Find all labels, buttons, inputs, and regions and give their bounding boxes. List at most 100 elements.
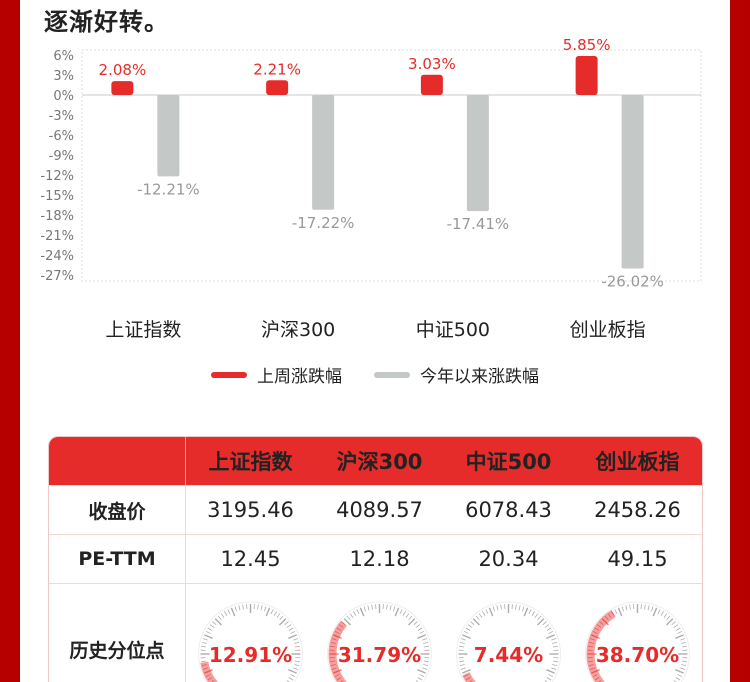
gauge-tick — [536, 618, 545, 626]
content-card: 逐渐好转。 6% 3% 0% -3% -6% -9% -12% -15% -18% -21% -24… — [20, 0, 730, 682]
gauge-tick — [522, 606, 525, 612]
gauge-tick — [463, 674, 469, 678]
gauge-tick — [552, 664, 558, 667]
percentile-gauge: 31.79%0%100% — [327, 601, 432, 682]
y-tick-label: -27% — [40, 269, 74, 284]
gauge-tick — [588, 664, 594, 667]
gauge-tick — [330, 641, 336, 644]
percentile-gauge: 7.44%0%100% — [456, 601, 561, 682]
gauge-tick — [242, 604, 244, 610]
y-tick-label: 0% — [53, 89, 74, 104]
gauge-tick — [588, 660, 594, 663]
gauge-tick — [652, 607, 658, 617]
gauge-value-label: 12.91% — [209, 643, 292, 667]
gauge-tick — [363, 606, 366, 612]
gauge-tick — [288, 627, 294, 631]
gauge-tick — [546, 634, 555, 639]
gauge-tick — [257, 604, 259, 610]
gauge-tick — [408, 615, 413, 621]
gauge-tick — [386, 604, 388, 610]
gauge-tick — [334, 674, 340, 678]
gauge-tick — [423, 660, 429, 663]
table-cell: 3195.46 — [207, 498, 294, 522]
gauge-tick — [518, 605, 521, 611]
gauge-tick — [680, 638, 686, 641]
gauge-tick — [423, 641, 429, 644]
table-cell: 49.15 — [607, 547, 668, 571]
gauge-tick — [330, 660, 336, 663]
bar-weekly — [420, 74, 443, 95]
gauge-tick — [207, 627, 213, 631]
chart-legend: 上周涨跌幅 今年以来涨跌幅 — [20, 362, 730, 387]
gauge-tick — [333, 669, 342, 674]
gauge-tick — [681, 660, 687, 663]
gauge-tick — [546, 627, 552, 631]
table-cell: 20.34 — [478, 547, 539, 571]
gauge-tick — [405, 613, 410, 618]
gauge-tick — [542, 621, 547, 626]
gauge-tick — [552, 660, 558, 663]
gauge-tick — [353, 611, 357, 616]
gauge-tick — [621, 606, 624, 612]
gauge-tick — [201, 660, 207, 663]
gauge-tick — [546, 677, 552, 681]
y-tick-label: -12% — [40, 169, 74, 184]
gauge-tick — [224, 611, 228, 616]
gauge-cell: 7.44%0%100% — [444, 584, 573, 682]
gauge-tick — [588, 645, 594, 648]
gauge-tick — [394, 607, 400, 617]
gauge-tick — [407, 618, 416, 626]
x-tick-label: 沪深300 — [261, 319, 335, 341]
gauge-tick — [531, 611, 535, 616]
gauge-tick — [660, 611, 664, 616]
gauge-tick — [459, 645, 465, 648]
table-header-cell: 沪深300 — [336, 450, 423, 474]
gauge-tick — [629, 604, 631, 610]
gauge-tick — [201, 664, 207, 667]
legend-label-ytd: 今年以来涨跌幅 — [420, 367, 539, 387]
gauge-tick — [238, 605, 241, 611]
gauge-tick — [234, 606, 237, 612]
gauge-face — [327, 601, 432, 682]
y-tick-label: 6% — [53, 49, 74, 64]
gauge-tick — [389, 605, 392, 611]
data-label-ytd: -26.02% — [601, 272, 664, 290]
gauge-tick — [393, 606, 396, 612]
gauge-tick — [548, 630, 554, 634]
gauge-tick — [601, 618, 610, 626]
y-tick-label: -21% — [40, 229, 74, 244]
gauge-tick — [485, 609, 489, 615]
gauge-tick — [604, 615, 609, 621]
gauge-tick — [594, 677, 600, 681]
gauge-tick — [482, 611, 486, 616]
gauge-tick — [286, 624, 292, 628]
gauge-tick — [462, 634, 471, 639]
gauge-tick — [465, 677, 471, 681]
gauge-tick — [500, 604, 502, 610]
bar-weekly — [266, 80, 289, 95]
data-label-weekly: 2.08% — [99, 61, 147, 79]
table-cell: 12.18 — [349, 547, 410, 571]
table-header-cell: 中证500 — [465, 450, 552, 474]
gauge-tick — [528, 609, 532, 615]
gauge-tick — [675, 634, 684, 639]
legend-item-weekly: 上周涨跌幅 — [211, 362, 342, 387]
gauge-progress-arc — [328, 620, 348, 682]
table-header: 上证指数 沪深300 中证500 创业板指 — [49, 437, 702, 485]
gauge-tick — [496, 605, 499, 611]
gauge-tick — [413, 621, 418, 626]
gauge-tick — [402, 611, 406, 616]
gauge-progress-arc — [200, 661, 218, 682]
gauge-face — [198, 601, 303, 682]
gauge-tick — [204, 634, 213, 639]
gauge-tick — [475, 615, 480, 621]
gauge-tick — [625, 605, 628, 611]
gauge-tick — [671, 621, 676, 626]
gauge-tick — [470, 621, 475, 626]
gauge-tick — [293, 667, 299, 670]
gauge-tick — [478, 613, 483, 618]
gauge-tick — [681, 641, 687, 644]
gauge-tick — [647, 605, 650, 611]
gauge-tick — [294, 660, 300, 663]
gauge-tick — [419, 630, 425, 634]
